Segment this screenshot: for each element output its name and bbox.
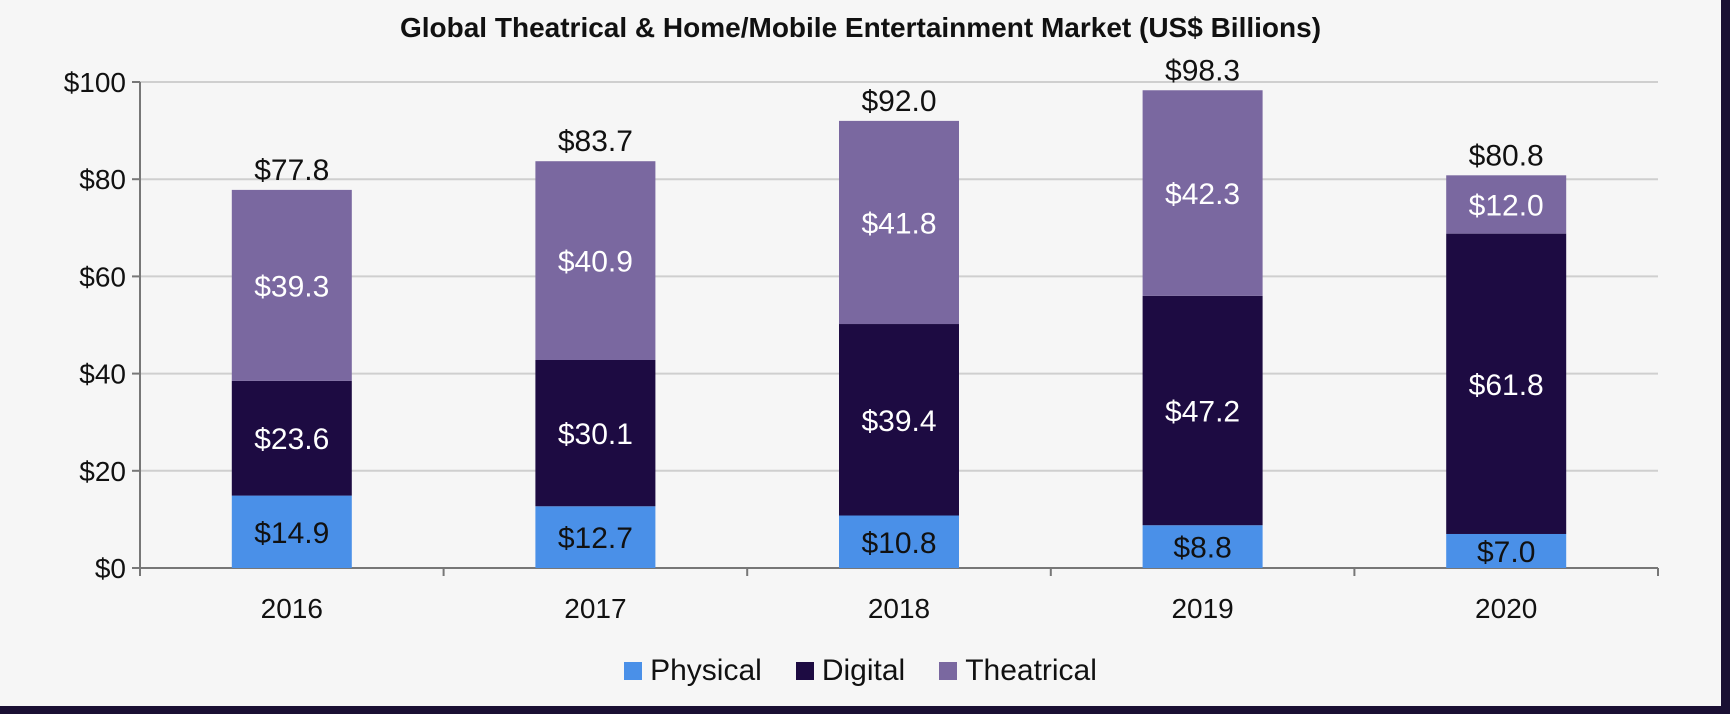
bar-physical-2017 xyxy=(535,506,656,568)
x-tick-label: 2017 xyxy=(564,593,626,624)
bar-digital-2017 xyxy=(535,359,656,507)
data-label-physical: $7.0 xyxy=(1477,536,1535,569)
total-label: $98.3 xyxy=(1165,54,1240,87)
x-tick-label: 2016 xyxy=(261,593,323,624)
x-tick-label: 2020 xyxy=(1475,593,1537,624)
total-label: $80.8 xyxy=(1469,139,1544,172)
y-tick-label: $40 xyxy=(79,359,126,390)
data-label-digital: $23.6 xyxy=(254,423,329,456)
y-tick-label: $0 xyxy=(95,553,126,584)
bar-digital-2020 xyxy=(1446,233,1567,534)
bar-physical-2016 xyxy=(231,495,352,568)
total-label: $77.8 xyxy=(254,154,329,187)
bar-digital-2019 xyxy=(1142,295,1263,526)
total-label: $92.0 xyxy=(861,85,936,118)
total-label: $83.7 xyxy=(558,125,633,158)
data-label-digital: $30.1 xyxy=(558,418,633,451)
y-tick-label: $80 xyxy=(79,164,126,195)
bar-theatrical-2018 xyxy=(839,120,959,325)
data-label-digital: $61.8 xyxy=(1469,369,1544,402)
legend-item-physical: Physical xyxy=(624,654,762,688)
chart-legend: Physical Digital Theatrical xyxy=(0,654,1721,688)
y-tick-label: $60 xyxy=(79,261,126,292)
data-label-theatrical: $40.9 xyxy=(558,246,633,279)
x-tick-label: 2018 xyxy=(868,593,930,624)
data-label-physical: $8.8 xyxy=(1173,532,1231,565)
data-label-theatrical: $12.0 xyxy=(1469,189,1544,222)
data-label-theatrical: $42.3 xyxy=(1165,178,1240,211)
legend-label-physical: Physical xyxy=(650,654,762,687)
data-label-theatrical: $41.8 xyxy=(861,207,936,240)
bar-physical-2018 xyxy=(839,515,959,568)
bar-digital-2016 xyxy=(231,380,352,496)
chart-title: Global Theatrical & Home/Mobile Entertai… xyxy=(399,12,1322,43)
legend-swatch-digital xyxy=(795,662,814,680)
data-label-physical: $10.8 xyxy=(861,527,936,560)
legend-item-theatrical: Theatrical xyxy=(939,654,1097,688)
data-label-theatrical: $39.3 xyxy=(254,270,329,303)
data-label-physical: $14.9 xyxy=(254,517,329,550)
bar-chart: $0 $20 $40 $60 $80 $100 $14.9 $23.6 $39.3 $77.8 20… xyxy=(64,54,1659,624)
legend-swatch-theatrical xyxy=(939,662,958,680)
x-tick-label: 2019 xyxy=(1171,593,1233,624)
legend-label-digital: Digital xyxy=(821,654,906,687)
legend-item-digital: Digital xyxy=(795,654,906,688)
bar-physical-2020 xyxy=(1446,533,1567,568)
bar-theatrical-2017 xyxy=(535,161,656,360)
data-label-digital: $47.2 xyxy=(1165,396,1240,429)
bar-theatrical-2016 xyxy=(231,189,352,381)
bar-digital-2018 xyxy=(839,324,959,516)
data-label-digital: $39.4 xyxy=(861,405,936,438)
bar-physical-2019 xyxy=(1142,525,1263,568)
legend-swatch-physical xyxy=(624,662,643,680)
bar-theatrical-2020 xyxy=(1446,175,1567,234)
bar-theatrical-2019 xyxy=(1142,90,1263,296)
data-label-physical: $12.7 xyxy=(558,522,633,555)
y-tick-label: $100 xyxy=(64,67,126,98)
y-tick-label: $20 xyxy=(79,456,126,487)
legend-label-theatrical: Theatrical xyxy=(965,654,1097,687)
